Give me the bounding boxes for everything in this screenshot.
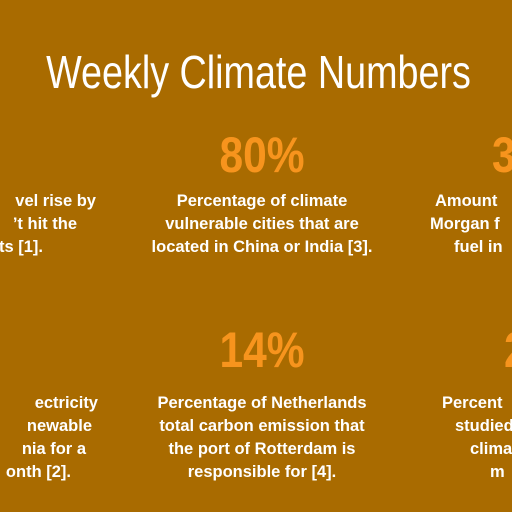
stat-text-fragment: onth [2]. <box>5 463 71 481</box>
stat-text-fragment: clima <box>470 440 512 458</box>
stat-text-fragment: studied <box>455 417 512 435</box>
stat-text: vulnerable cities that are <box>165 215 359 233</box>
stat-text-fragment: fuel in <box>454 238 503 256</box>
stat-number: 80% <box>219 127 305 183</box>
stat-text: the port of Rotterdam is <box>168 440 356 458</box>
stat-text: located in China or India [3]. <box>151 238 373 256</box>
title: Weekly Climate Numbers <box>46 46 471 98</box>
stat-text-fragment: ts [1]. <box>0 238 43 256</box>
stat-number-fragment: 2 <box>504 322 512 378</box>
stat-text-fragment: nia for a <box>21 440 86 458</box>
stat-text-fragment: ’t hit the <box>12 215 77 233</box>
stat-number: 14% <box>219 322 305 378</box>
stat-text: responsible for [4]. <box>187 463 337 481</box>
stat-text-fragment: m <box>490 463 505 481</box>
stat-text-fragment: ectricity <box>34 394 98 412</box>
stat-text-fragment: Amount <box>435 192 498 210</box>
stat-text-fragment: newable <box>26 417 92 435</box>
stat-text: Percentage of climate <box>176 192 348 210</box>
stat-number-fragment: 3 <box>492 127 512 183</box>
stat-text-fragment: Percent <box>442 394 503 412</box>
stat-text: total carbon emission that <box>159 417 365 435</box>
stat-text-fragment: Morgan f <box>430 215 500 233</box>
stat-text-fragment: vel rise by <box>15 192 96 210</box>
stat-text: Percentage of Netherlands <box>157 394 367 412</box>
